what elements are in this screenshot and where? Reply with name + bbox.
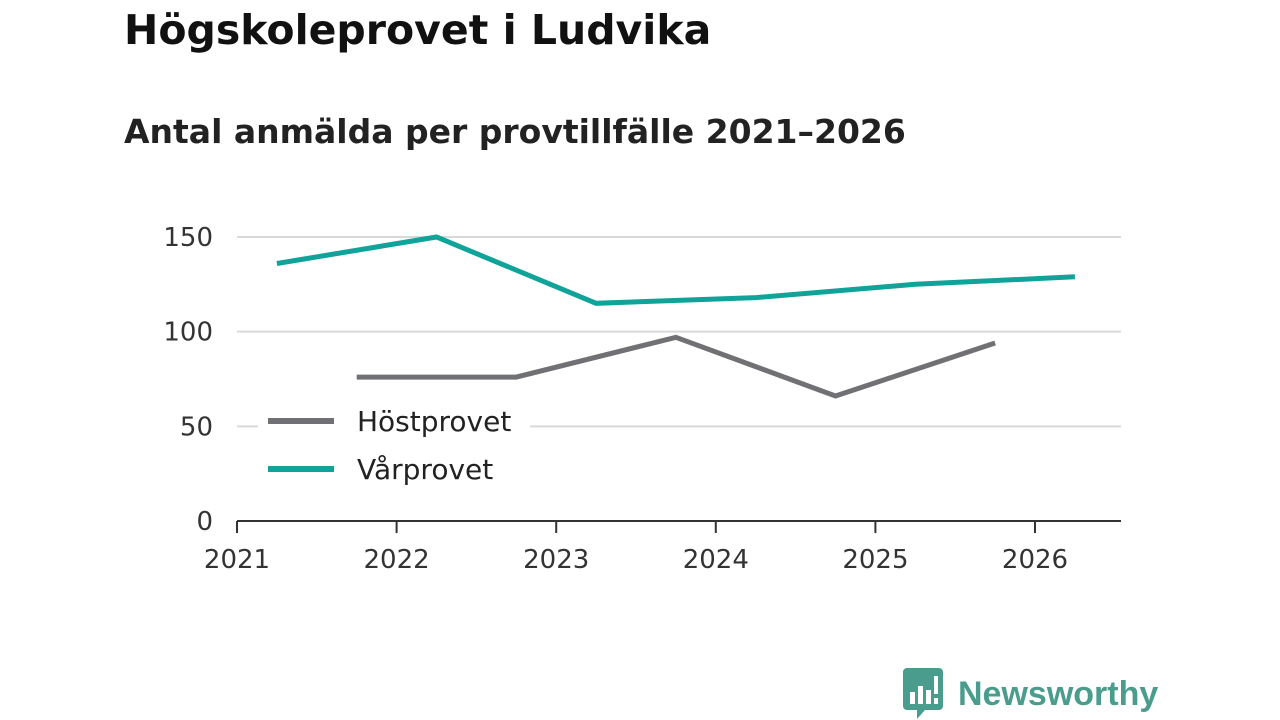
x-tick-label-2025: 2025	[842, 545, 908, 575]
y-tick-label-0: 0	[196, 507, 213, 537]
x-tick-label-2024: 2024	[683, 545, 749, 575]
bar-chart-bubble-icon	[903, 668, 943, 719]
x-tick-label-2026: 2026	[1002, 545, 1068, 575]
legend-label-höstprovet: Höstprovet	[357, 405, 511, 438]
y-tick-label-50: 50	[180, 412, 213, 442]
chart-subtitle: Antal anmälda per provtillfälle 2021–202…	[124, 112, 906, 151]
newsworthy-brand: Newsworthy	[903, 668, 1158, 720]
series-line-höstprovet	[356, 334, 996, 399]
chart-title: Högskoleprovet i Ludvika	[124, 6, 712, 54]
brand-name: Newsworthy	[958, 674, 1159, 713]
x-tick-label-2023: 2023	[523, 545, 589, 575]
series-lines	[276, 234, 1076, 399]
legend-background	[258, 395, 530, 495]
x-tick-label-2022: 2022	[364, 545, 430, 575]
x-axis	[236, 520, 1121, 533]
series-line-vårprovet	[276, 234, 1076, 306]
y-tick-label-100: 100	[163, 318, 213, 348]
legend-label-vårprovet: Vårprovet	[357, 453, 493, 486]
legend: Höstprovet Vårprovet	[258, 395, 530, 495]
y-tick-label-150: 150	[163, 223, 213, 253]
x-tick-label-2021: 2021	[204, 545, 270, 575]
tick-labels: 0 50 100 150 2021 2022 2023 2024 2025 2026	[163, 223, 1068, 575]
